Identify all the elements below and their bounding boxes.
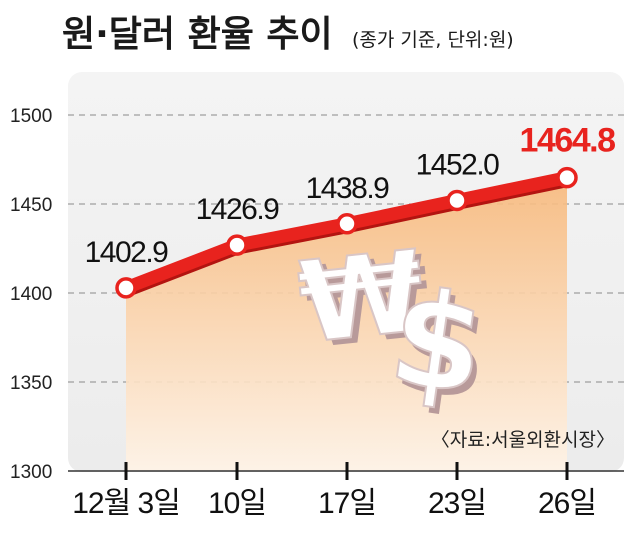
x-axis-ticks: 12월 3일 10일 17일 23일 26일 [72,462,597,520]
svg-text:₩: ₩ [300,232,436,374]
y-tick-label: 1500 [10,106,52,127]
x-tick-label: 26일 [538,487,596,520]
data-labels: 1402.9 1426.9 1438.9 1452.0 1464.8 [85,122,617,269]
data-point [115,277,137,299]
data-label: 1452.0 [416,148,500,181]
data-points [115,166,578,299]
chart-title: 원·달러 환율 추이 [62,14,333,55]
data-point [556,166,578,189]
data-point [226,234,248,256]
y-tick-label: 1400 [10,284,52,305]
chart-subtitle: (종가 기준, 단위:원) [352,29,514,51]
svg-text:$: $ [386,267,498,432]
data-point [336,213,358,235]
data-point [446,189,468,212]
y-tick-label: 1450 [10,195,52,216]
svg-text:₩: ₩ [293,227,429,369]
x-tick-label: 17일 [318,487,376,520]
currency-symbols-icon: ₩ ₩ $ $ [292,226,499,432]
x-tick-label: 23일 [428,487,486,520]
data-label-highlight: 1464.8 [520,122,616,160]
data-label: 1402.9 [85,236,169,269]
svg-text:$: $ [381,260,493,425]
x-tick-label: 10일 [208,487,266,520]
source-note: 〈자료:서울외환시장〉 [431,429,615,451]
data-label: 1426.9 [196,193,280,226]
data-label: 1438.9 [306,172,390,205]
y-tick-label: 1300 [10,462,52,483]
y-tick-label: 1350 [10,373,52,394]
x-tick-label: 12월 3일 [72,487,180,520]
y-axis-ticks: 1300 1350 1400 1450 1500 [10,106,52,483]
